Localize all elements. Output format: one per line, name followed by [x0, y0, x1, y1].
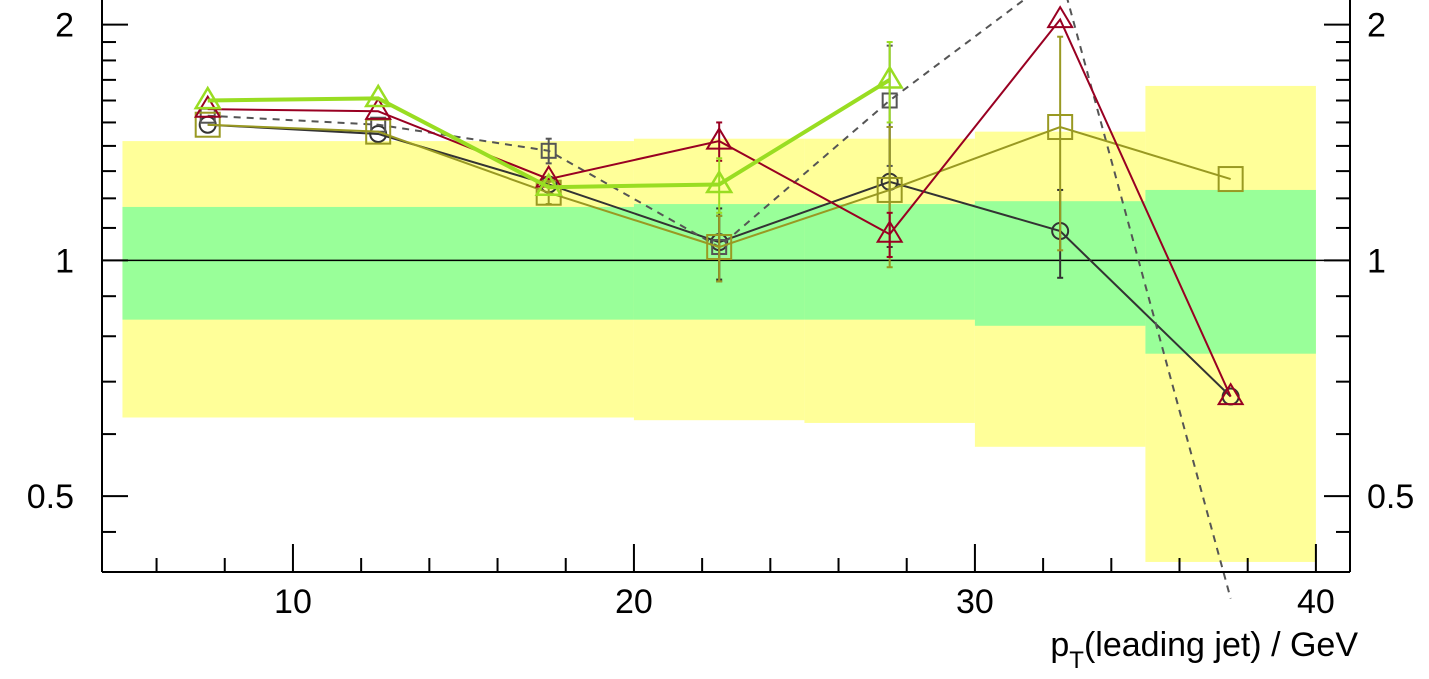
series-3-point-3	[705, 126, 733, 150]
series-2-errorbar-3	[716, 214, 723, 283]
y-tick-label-left-1: 1	[55, 242, 74, 280]
green-band-bin-0	[122, 206, 634, 320]
x-tick-label-2: 30	[956, 583, 994, 621]
series-3-point-0	[193, 94, 222, 118]
x-axis-title: pT(leading jet) / GeV	[1050, 626, 1358, 674]
series-2-point-6	[1217, 166, 1244, 193]
series-2-point-5	[1047, 114, 1074, 141]
x-axis-title-subscript: T	[1069, 647, 1084, 674]
x-tick-label-1: 20	[615, 583, 653, 621]
plot-frame	[101, 0, 1351, 573]
green-band-bin-4	[1145, 189, 1316, 354]
series-4-point-2	[534, 172, 563, 197]
series-2-point-0	[194, 111, 221, 138]
x-tick-label-3: 40	[1297, 583, 1335, 621]
tick-labels: 10 20 30 40 0.5 0.5 1 1 2 2	[27, 7, 1415, 621]
series-2-errorbar-5	[1057, 35, 1064, 252]
series-2-point-4	[876, 176, 903, 203]
series-4-errorbar-3	[716, 157, 723, 214]
y-tick-label-left-2: 2	[55, 7, 74, 45]
series-3-point-1	[364, 96, 392, 120]
y-tick-label-right-0: 0.5	[1367, 478, 1414, 516]
series-2-point-3	[706, 234, 733, 261]
series-4-point-1	[363, 83, 393, 108]
x-tick-label-0: 10	[274, 583, 312, 621]
series-3-point-6	[1216, 382, 1245, 406]
y-tick-label-right-1: 1	[1367, 242, 1386, 280]
axis-ticks	[102, 23, 1350, 572]
series-4-line	[207, 78, 891, 190]
series-3-point-4	[875, 219, 904, 243]
series-4	[193, 41, 904, 214]
y-tick-label-left-0: 0.5	[27, 478, 74, 516]
series-3-point-5	[1046, 5, 1074, 29]
y-tick-label-right-2: 2	[1367, 7, 1386, 45]
series-4-point-0	[193, 85, 222, 110]
series-4-point-4	[875, 65, 904, 89]
series-layer	[193, 0, 1245, 599]
series-4-point-3	[704, 169, 734, 194]
series-4-errorbar-4	[886, 41, 893, 124]
series-1-point-2	[540, 142, 557, 159]
series-3	[193, 5, 1245, 406]
